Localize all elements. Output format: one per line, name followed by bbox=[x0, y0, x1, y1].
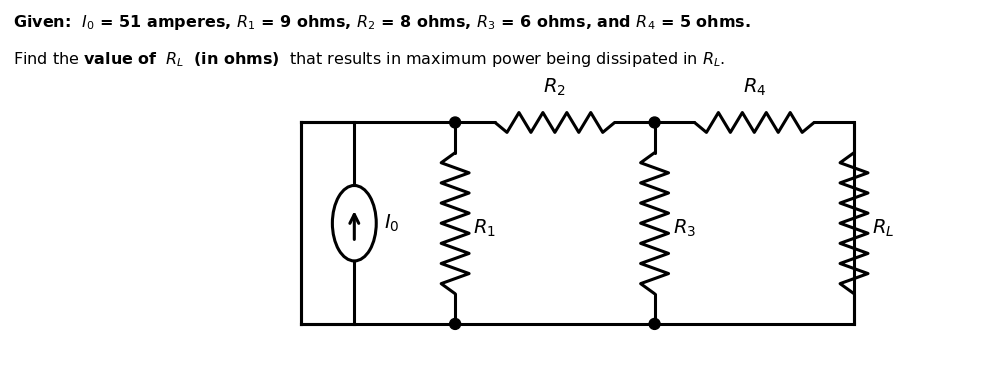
Circle shape bbox=[649, 319, 660, 330]
Text: Find the $\bf{value\ of}$  $\it{R_L}$  $\bf{(in\ ohms)}$  that results in maximu: Find the $\bf{value\ of}$ $\it{R_L}$ $\b… bbox=[13, 50, 725, 69]
Text: Given:  $\it{I_0}$ = 51 amperes, $\it{R_1}$ = 9 ohms, $\it{R_2}$ = 8 ohms, $\it{: Given: $\it{I_0}$ = 51 amperes, $\it{R_1… bbox=[13, 13, 751, 32]
Circle shape bbox=[450, 117, 461, 128]
Circle shape bbox=[450, 319, 461, 330]
Circle shape bbox=[649, 117, 660, 128]
Text: $R_1$: $R_1$ bbox=[473, 218, 496, 239]
Text: $R_2$: $R_2$ bbox=[543, 76, 566, 98]
Text: $R_3$: $R_3$ bbox=[673, 218, 695, 239]
Text: $R_4$: $R_4$ bbox=[742, 76, 766, 98]
Text: $R_L$: $R_L$ bbox=[872, 218, 894, 239]
Text: $I_0$: $I_0$ bbox=[384, 212, 399, 234]
